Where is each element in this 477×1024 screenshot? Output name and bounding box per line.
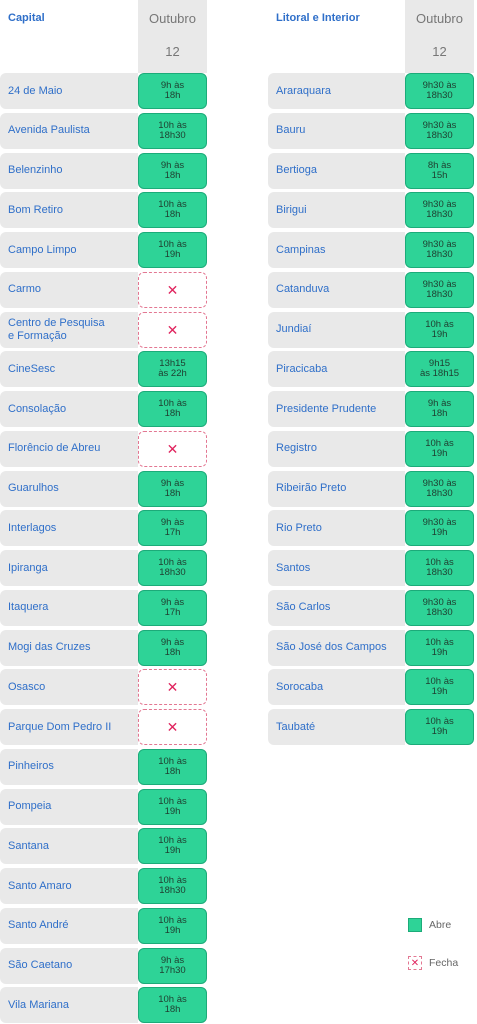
unit-name[interactable]: Vila Mariana xyxy=(0,987,138,1024)
unit-name[interactable]: Osasco xyxy=(0,669,138,706)
hours-cell: 10h às 18h xyxy=(138,391,207,427)
unit-name[interactable]: Santana xyxy=(0,828,138,865)
close-icon: ✕ xyxy=(138,709,207,745)
close-icon: ✕ xyxy=(408,956,422,970)
capital-day: 12 xyxy=(165,44,180,59)
unit-name[interactable]: CineSesc xyxy=(0,351,138,388)
unit-name[interactable]: Parque Dom Pedro II xyxy=(0,709,138,745)
legend-open-label: Abre xyxy=(429,919,452,931)
hours-cell: 13h15 às 22h xyxy=(138,351,207,388)
unit-name[interactable]: Rio Preto xyxy=(268,510,405,547)
unit-name[interactable]: Itaquera xyxy=(0,589,138,626)
hours-cell: 8h às 15h xyxy=(405,152,474,189)
unit-name[interactable]: São Caetano xyxy=(0,947,138,984)
unit-name[interactable]: Belenzinho xyxy=(0,152,138,189)
hours-cell: 9h às 18h xyxy=(138,470,207,507)
hours-cell: 9h30 às 18h30 xyxy=(405,232,474,268)
hours-cell: 9h15 às 18h15 xyxy=(405,351,474,388)
unit-name[interactable]: Sorocaba xyxy=(268,669,405,706)
hours-cell: 9h30 às 19h xyxy=(405,510,474,547)
hours-cell: 10h às 18h xyxy=(138,748,207,785)
unit-name[interactable]: Araraquara xyxy=(268,73,405,109)
legend-closed-label: Fecha xyxy=(429,957,459,969)
capital-date-header: Outubro 12 xyxy=(138,0,207,73)
unit-name[interactable]: Centro de Pesquisa e Formação xyxy=(0,311,138,348)
capital-title: Capital xyxy=(8,12,45,24)
hours-cell: 10h às 18h30 xyxy=(138,550,207,586)
hours-cell: 10h às 19h xyxy=(138,788,207,825)
hours-cell: 9h às 18h xyxy=(405,391,474,427)
unit-name[interactable]: 24 de Maio xyxy=(0,73,138,109)
hours-cell: 9h30 às 18h30 xyxy=(405,589,474,626)
interior-title: Litoral e Interior xyxy=(276,12,360,24)
unit-name[interactable]: Presidente Prudente xyxy=(268,391,405,427)
hours-cell: 10h às 19h xyxy=(405,311,474,348)
unit-name[interactable]: Birigui xyxy=(268,192,405,229)
hours-cell: 9h às 17h xyxy=(138,589,207,626)
hours-cell: 10h às 19h xyxy=(405,430,474,467)
interior-month: Outubro xyxy=(416,11,463,26)
hours-cell: 9h às 17h xyxy=(138,510,207,547)
unit-name[interactable]: Campo Limpo xyxy=(0,232,138,268)
unit-name[interactable]: Bertioga xyxy=(268,152,405,189)
hours-cell: 9h30 às 18h30 xyxy=(405,271,474,308)
hours-cell: 10h às 19h xyxy=(138,232,207,268)
hours-cell: 10h às 18h xyxy=(138,987,207,1024)
unit-name[interactable]: Campinas xyxy=(268,232,405,268)
unit-name[interactable]: Registro xyxy=(268,430,405,467)
unit-name[interactable]: Carmo xyxy=(0,271,138,308)
unit-name[interactable]: Guarulhos xyxy=(0,470,138,507)
open-swatch xyxy=(408,918,422,932)
hours-cell: 10h às 19h xyxy=(405,669,474,706)
unit-name[interactable]: Taubaté xyxy=(268,709,405,745)
unit-name[interactable]: Interlagos xyxy=(0,510,138,547)
unit-name[interactable]: Florêncio de Abreu xyxy=(0,430,138,467)
unit-name[interactable]: Bauru xyxy=(268,112,405,149)
hours-cell: 9h às 17h30 xyxy=(138,947,207,984)
hours-cell: 10h às 18h30 xyxy=(405,550,474,586)
unit-name[interactable]: Santo Amaro xyxy=(0,868,138,904)
unit-name[interactable]: Bom Retiro xyxy=(0,192,138,229)
hours-cell: 10h às 19h xyxy=(138,907,207,944)
hours-cell: 10h às 19h xyxy=(138,828,207,865)
unit-name[interactable]: Catanduva xyxy=(268,271,405,308)
close-icon: ✕ xyxy=(138,271,207,308)
legend-closed: ✕ Fecha xyxy=(408,956,458,970)
legend-open: Abre xyxy=(408,918,451,932)
unit-name[interactable]: Piracicaba xyxy=(268,351,405,388)
hours-cell: 10h às 18h30 xyxy=(138,112,207,149)
hours-cell: 10h às 19h xyxy=(405,629,474,666)
hours-cell: 9h às 18h xyxy=(138,73,207,109)
hours-cell: 9h30 às 18h30 xyxy=(405,73,474,109)
unit-name[interactable]: Ipiranga xyxy=(0,550,138,586)
unit-name[interactable]: São Carlos xyxy=(268,589,405,626)
unit-name[interactable]: Jundiaí xyxy=(268,311,405,348)
unit-name[interactable]: Santos xyxy=(268,550,405,586)
hours-cell: 10h às 18h30 xyxy=(138,868,207,904)
close-icon: ✕ xyxy=(138,430,207,467)
unit-name[interactable]: Ribeirão Preto xyxy=(268,470,405,507)
unit-name[interactable]: Santo André xyxy=(0,907,138,944)
unit-name[interactable]: Avenida Paulista xyxy=(0,112,138,149)
hours-cell: 9h30 às 18h30 xyxy=(405,192,474,229)
hours-cell: 10h às 19h xyxy=(405,709,474,745)
hours-cell: 9h30 às 18h30 xyxy=(405,112,474,149)
hours-cell: 9h às 18h xyxy=(138,152,207,189)
close-icon: ✕ xyxy=(138,669,207,706)
hours-cell: 9h30 às 18h30 xyxy=(405,470,474,507)
capital-month: Outubro xyxy=(149,11,196,26)
interior-date-header: Outubro 12 xyxy=(405,0,474,73)
unit-name[interactable]: São José dos Campos xyxy=(268,629,405,666)
interior-day: 12 xyxy=(432,44,447,59)
hours-cell: 9h às 18h xyxy=(138,629,207,666)
close-icon: ✕ xyxy=(138,311,207,348)
unit-name[interactable]: Consolação xyxy=(0,391,138,427)
unit-name[interactable]: Mogi das Cruzes xyxy=(0,629,138,666)
unit-name[interactable]: Pompeia xyxy=(0,788,138,825)
unit-name[interactable]: Pinheiros xyxy=(0,748,138,785)
hours-cell: 10h às 18h xyxy=(138,192,207,229)
